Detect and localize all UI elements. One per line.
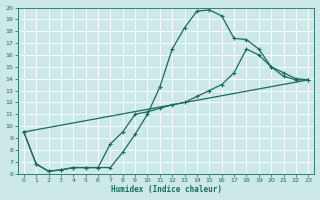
- X-axis label: Humidex (Indice chaleur): Humidex (Indice chaleur): [110, 185, 221, 194]
